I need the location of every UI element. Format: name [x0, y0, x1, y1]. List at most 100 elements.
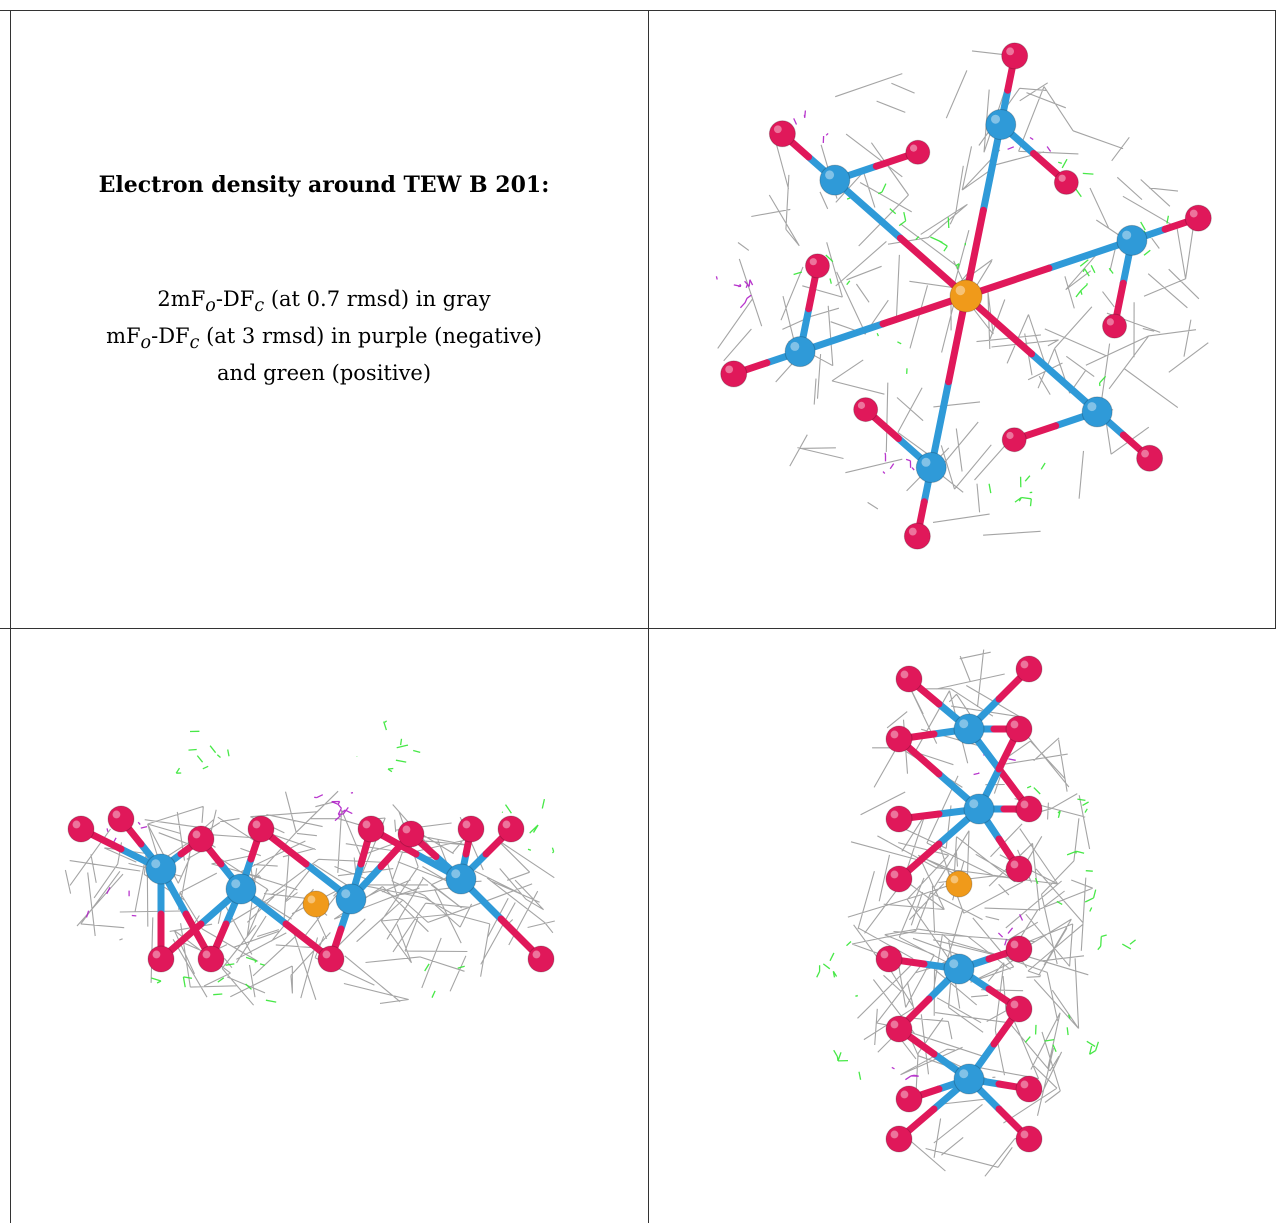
- purple-density-blob: [85, 887, 137, 918]
- green-density-blob-lines: [175, 730, 230, 774]
- oxygen-atom: [885, 1125, 913, 1153]
- purple-density-blob-lines: [793, 110, 829, 144]
- tungsten-atom-shine: [341, 889, 351, 899]
- tungsten-atom-shine: [949, 959, 959, 969]
- green-density-blob: [1098, 375, 1107, 387]
- tungsten-atom-shine: [991, 114, 1001, 124]
- oxygen-atom: [197, 945, 225, 973]
- green-density-blob: [175, 730, 230, 774]
- oxygen-atom-shine: [322, 950, 331, 959]
- tungsten-atom-shine: [1087, 402, 1097, 412]
- tellurium-atom-shine: [950, 875, 959, 884]
- oxygen-atom: [1005, 855, 1033, 883]
- oxygen-atom-shine: [502, 820, 511, 829]
- tungsten-atom: [145, 853, 177, 885]
- oxygen-atom-shine: [1020, 1130, 1029, 1139]
- tungsten-atom: [335, 883, 367, 915]
- bridging-oxygen-shine: [1106, 318, 1114, 326]
- tellurium-atom: [302, 890, 330, 918]
- tellurium-atom-shine: [307, 895, 316, 904]
- bridging-oxygen: [1102, 313, 1128, 339]
- terminal-oxygen: [1184, 204, 1212, 232]
- green-density-blob: [1024, 1014, 1071, 1053]
- green-density-blob-lines: [1024, 1014, 1071, 1053]
- oxygen-atom-shine: [362, 820, 371, 829]
- caption-legend: 2mFo-DFc (at 0.7 rmsd) in gray mFo-DFc (…: [0, 284, 648, 388]
- oxygen-atom: [497, 815, 525, 843]
- oxygen-atom: [1015, 655, 1043, 683]
- purple-density-blob-lines: [891, 1066, 919, 1081]
- oxygen-atom-shine: [900, 1090, 909, 1099]
- oxygen-atom: [317, 945, 345, 973]
- oxygen-atom: [895, 1085, 923, 1113]
- oxygen-atom-shine: [890, 730, 899, 739]
- panel-top-view: [649, 11, 1275, 628]
- green-density-blob: [356, 720, 421, 773]
- oxygen-atom: [875, 945, 903, 973]
- end-view-render: [816, 649, 1137, 1177]
- purple-density-blob: [715, 276, 754, 309]
- oxygen-atom: [1015, 795, 1043, 823]
- oxygen-atom: [527, 945, 555, 973]
- center-border: [648, 10, 649, 1223]
- tellurium-atom-shine: [955, 285, 966, 296]
- tellurium-atom: [945, 870, 973, 898]
- green-density-blob-lines: [151, 976, 193, 988]
- green-density-blob: [876, 333, 908, 374]
- purple-density-blob: [314, 792, 354, 822]
- tungsten-atom: [953, 1063, 985, 1095]
- green-density-blob-lines: [356, 720, 421, 773]
- tungsten-atom: [225, 873, 257, 905]
- green-density-blob: [1086, 1040, 1100, 1055]
- green-density-blob-lines: [1034, 850, 1097, 905]
- green-density-blob: [424, 963, 465, 998]
- purple-density-blob-lines: [314, 792, 354, 822]
- caption-cell: Electron density around TEW B 201: 2mFo-…: [0, 0, 648, 628]
- oxygen-atom-shine: [900, 670, 909, 679]
- green-density-blob-lines: [988, 462, 1046, 507]
- oxygen-atom: [107, 805, 135, 833]
- bridging-oxygen-shine: [1058, 174, 1066, 182]
- purple-density-blob-lines: [106, 821, 148, 845]
- tungsten-atom: [1116, 224, 1148, 256]
- green-density-blob-lines: [1026, 785, 1089, 818]
- tungsten-atom-shine: [451, 869, 461, 879]
- tellurium-atom: [949, 279, 983, 313]
- bridging-oxygen: [804, 253, 830, 279]
- oxygen-atom-shine: [462, 820, 471, 829]
- terminal-oxygen-shine: [725, 365, 734, 374]
- oxygen-atom: [147, 945, 175, 973]
- terminal-oxygen-shine: [1141, 449, 1149, 458]
- terminal-oxygen-shine: [1006, 47, 1015, 56]
- green-density-blob-lines: [1098, 375, 1107, 387]
- oxygen-atom-shine: [880, 950, 889, 959]
- oxygen-atom: [885, 725, 913, 753]
- bridging-oxygen-shine: [1006, 431, 1014, 440]
- oxygen-atom: [1015, 1125, 1043, 1153]
- green-density-blob-lines: [833, 1049, 862, 1080]
- oxygen-atom-shine: [890, 1020, 899, 1029]
- purple-density-blob-lines: [715, 276, 754, 309]
- tungsten-atom: [985, 108, 1017, 140]
- top-view-render: [715, 42, 1212, 550]
- tungsten-atom: [953, 713, 985, 745]
- green-density-blob-lines: [816, 941, 859, 997]
- tungsten-atom: [819, 164, 851, 196]
- terminal-oxygen: [903, 522, 931, 550]
- oxygen-atom-shine: [1010, 940, 1019, 949]
- oxygen-atom: [885, 805, 913, 833]
- green-density-blob-lines: [424, 963, 465, 998]
- panel-end-view: [649, 629, 1276, 1223]
- green-density-blob: [1026, 785, 1089, 818]
- side-view-render: [64, 720, 555, 1006]
- tungsten-atom: [963, 793, 995, 825]
- oxygen-atom-shine: [72, 820, 81, 829]
- panel-side-view: [11, 629, 648, 1223]
- legend-line-difference: mFo-DFc (at 3 rmsd) in purple (negative): [106, 324, 542, 354]
- green-density-blob-lines: [1089, 907, 1137, 951]
- tungsten-atom: [784, 336, 816, 368]
- terminal-oxygen: [1136, 444, 1164, 472]
- oxygen-atom: [67, 815, 95, 843]
- oxygen-atom: [895, 665, 923, 693]
- oxygen-atom: [1005, 935, 1033, 963]
